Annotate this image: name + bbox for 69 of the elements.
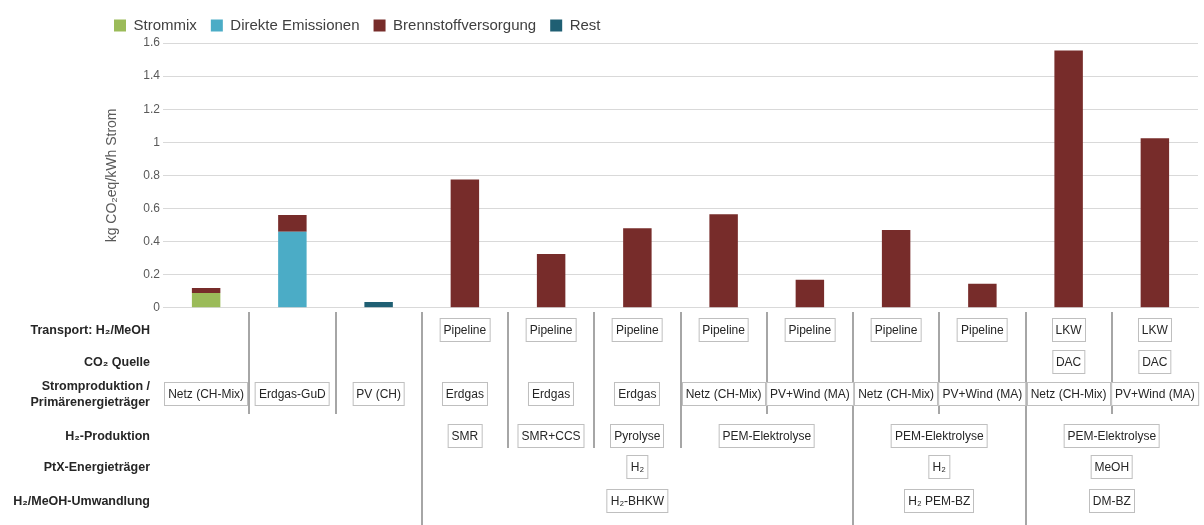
text: LKW (1137, 318, 1172, 342)
bar (364, 302, 393, 308)
text: H₂/MeOH-Umwandlung (12, 493, 150, 509)
text: CO₂ Quelle (83, 354, 150, 370)
text: Transport: H₂/MeOH (29, 322, 150, 338)
text: DM-BZ (1088, 489, 1135, 513)
bar (191, 287, 221, 293)
x-tick-label: Erdgas-GuD (255, 382, 330, 406)
text: Pipeline (525, 318, 577, 342)
bar (450, 179, 480, 308)
bar (623, 228, 652, 308)
legend-label: Rest (569, 15, 602, 33)
text: Pipeline (870, 318, 922, 342)
text: MeOH (1090, 455, 1134, 479)
y-tick-label: 0.2 (143, 267, 161, 282)
x-tick-label: Netz (CH-Mix) (1026, 382, 1111, 406)
y-tick-label: 1.2 (143, 101, 161, 116)
text: H₂-Produktion (64, 428, 150, 444)
x-tick-label: PV (CH) (352, 382, 405, 406)
text: SMR (447, 424, 483, 448)
bar (536, 254, 566, 308)
text: LKW (1051, 318, 1086, 342)
x-tick-label: Erdgas (528, 382, 575, 406)
bar (968, 283, 997, 308)
text: Pyrolyse (610, 424, 665, 448)
text: H₂-BHKW (606, 489, 669, 513)
text: SMR+CCS (517, 424, 585, 448)
x-tick-label: Erdgas (614, 382, 661, 406)
text: Pipeline (698, 318, 749, 342)
y-tick-label: 1.4 (143, 68, 161, 83)
bar (795, 279, 825, 308)
text: PEM-Elektrolyse (1063, 424, 1161, 448)
x-tick-label: Erdgas (441, 382, 488, 406)
y-axis-title: kg CO₂eq/kWh Strom (103, 108, 120, 243)
legend-label: Direkte Emissionen (230, 15, 360, 33)
y-tick-label: 0 (153, 300, 161, 315)
bar (1140, 138, 1170, 308)
text: PtX-Energieträger (42, 459, 150, 475)
y-tick-label: 0.4 (143, 233, 161, 248)
x-tick-label: PV+Wind (MA) (1111, 382, 1199, 406)
y-tick-label: 0.8 (143, 167, 161, 182)
legend-label: Brennstoffversorgung (393, 15, 537, 33)
x-tick-label: Netz (CH-Mix) (164, 382, 249, 406)
text: DAC (1138, 350, 1172, 374)
text: H₂ (626, 455, 649, 479)
y-tick-label: 0.6 (143, 200, 161, 215)
text: H₂ PEM-BZ (904, 489, 975, 513)
text: Pipeline (784, 318, 836, 342)
x-tick-label: PV+Wind (MA) (766, 382, 854, 406)
text: Pipeline (957, 318, 1008, 342)
text: H₂ (928, 455, 950, 479)
text: Stromproduktion / Primärenergieträger (29, 378, 150, 410)
bar (881, 230, 911, 308)
x-tick-label: PV+Wind (MA) (938, 382, 1027, 406)
bar (1054, 50, 1083, 308)
legend-label: Strommix (133, 15, 198, 33)
bar (191, 292, 221, 308)
text: Pipeline (439, 318, 491, 342)
bar (278, 231, 307, 308)
text: Pipeline (612, 318, 663, 342)
x-tick-label: Netz (CH-Mix) (681, 382, 766, 406)
text: PEM-Elektrolyse (890, 424, 988, 448)
y-tick-label: 1 (153, 134, 161, 149)
x-tick-label: Netz (CH-Mix) (854, 382, 939, 406)
bar (278, 215, 307, 232)
bar (709, 214, 738, 308)
text: PEM-Elektrolyse (718, 424, 816, 448)
text: DAC (1051, 350, 1086, 374)
y-tick-label: 1.6 (143, 35, 161, 50)
